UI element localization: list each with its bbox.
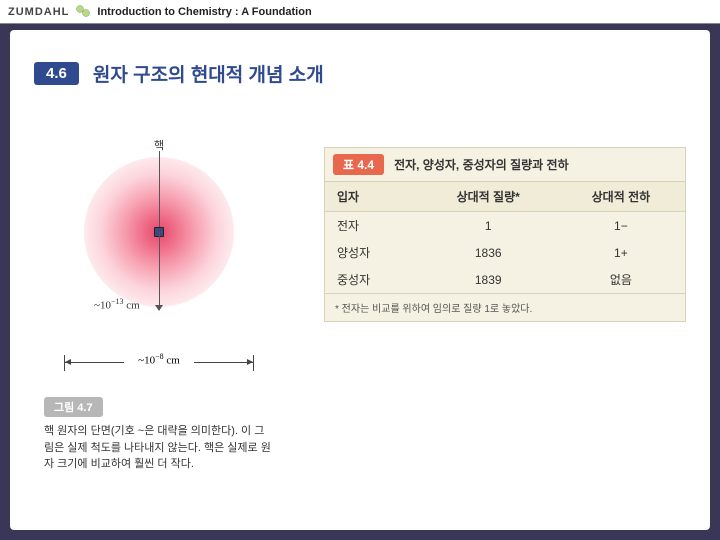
- table-cell: 1: [420, 212, 557, 240]
- table-header-bar: 표 4.4 전자, 양성자, 중성자의 질량과 전하: [325, 148, 685, 182]
- radius-arrow-icon: [155, 305, 163, 311]
- table-cell: 양성자: [325, 239, 420, 266]
- particle-table-wrap: 표 4.4 전자, 양성자, 중성자의 질량과 전하 입자 상대적 질량* 상대…: [324, 147, 686, 322]
- table-footnote: * 전자는 비교를 위하여 임의로 질량 1로 놓았다.: [325, 293, 685, 321]
- table-badge: 표 4.4: [333, 154, 384, 175]
- molecule-icon: [75, 4, 91, 20]
- table-cell: 없음: [557, 266, 685, 293]
- col-charge: 상대적 전하: [557, 182, 685, 212]
- table-cell: 1839: [420, 266, 557, 293]
- table-title: 전자, 양성자, 중성자의 질량과 전하: [394, 156, 569, 173]
- brand-text: ZUMDAHL: [8, 6, 69, 18]
- header-subtitle: Introduction to Chemistry : A Foundation: [97, 6, 311, 18]
- table-row: 전자11−: [325, 212, 685, 240]
- table-cell: 1836: [420, 239, 557, 266]
- table-cell: 전자: [325, 212, 420, 240]
- radius-exp: −13: [111, 297, 124, 306]
- radius-label: ~10−13 cm: [94, 297, 140, 312]
- particle-table: 입자 상대적 질량* 상대적 전하 전자11−양성자18361+중성자1839없…: [325, 182, 685, 293]
- radius-unit: cm: [126, 300, 139, 312]
- page-body: 4.6 원자 구조의 현대적 개념 소개 핵 ~10−13 cm ~10−8 c…: [10, 30, 710, 530]
- section-badge: 4.6: [34, 62, 79, 85]
- dim-unit: cm: [166, 355, 179, 367]
- table-cell: 중성자: [325, 266, 420, 293]
- figure-caption: 핵 원자의 단면(기호 ~은 대략을 의미한다). 이 그림은 실제 척도를 나…: [44, 423, 274, 473]
- section-title: 원자 구조의 현대적 개념 소개: [93, 60, 324, 87]
- table-cell: 1−: [557, 212, 685, 240]
- nucleus-leader-line: [159, 151, 160, 227]
- dim-prefix: ~10: [138, 355, 155, 367]
- dim-exp: −8: [155, 352, 164, 361]
- radius-line: [159, 232, 160, 310]
- figure-badge: 그림 4.7: [44, 397, 103, 417]
- table-row: 중성자1839없음: [325, 266, 685, 293]
- table-row: 양성자18361+: [325, 239, 685, 266]
- table-cell: 1+: [557, 239, 685, 266]
- col-mass: 상대적 질량*: [420, 182, 557, 212]
- col-particle: 입자: [325, 182, 420, 212]
- section-header: 4.6 원자 구조의 현대적 개념 소개: [34, 60, 686, 87]
- table-body: 전자11−양성자18361+중성자1839없음: [325, 212, 685, 294]
- figure-column: 핵 ~10−13 cm ~10−8 cm 그림 4.7 핵 원자의 단면(기호 …: [34, 137, 294, 473]
- dimension-label: ~10−8 cm: [124, 352, 194, 367]
- table-column: 표 4.4 전자, 양성자, 중성자의 질량과 전하 입자 상대적 질량* 상대…: [324, 147, 686, 473]
- content-row: 핵 ~10−13 cm ~10−8 cm 그림 4.7 핵 원자의 단면(기호 …: [34, 137, 686, 473]
- atom-figure: 핵 ~10−13 cm: [54, 137, 264, 337]
- radius-prefix: ~10: [94, 300, 111, 312]
- dimension-line: ~10−8 cm: [64, 355, 254, 371]
- page-header: ZUMDAHL Introduction to Chemistry : A Fo…: [0, 0, 720, 24]
- table-head-row: 입자 상대적 질량* 상대적 전하: [325, 182, 685, 212]
